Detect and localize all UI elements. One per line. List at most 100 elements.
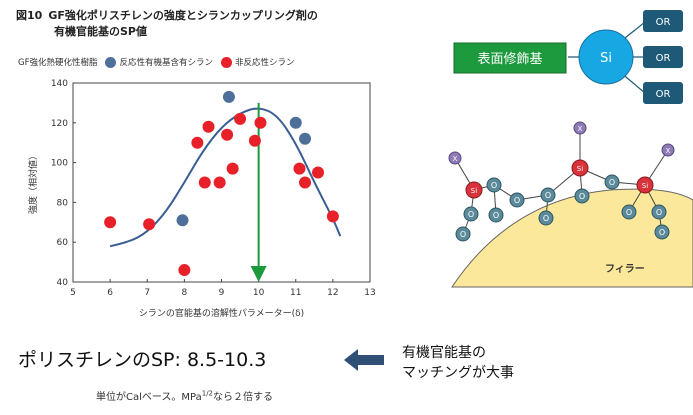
or-label-2: OR xyxy=(656,53,671,64)
o-atom-7 xyxy=(538,210,554,226)
matching-line2: マッチングが大事 xyxy=(402,365,514,381)
x-atom-label-2: X xyxy=(666,147,671,155)
o-atom-label-1: O xyxy=(514,196,520,205)
filler-surface xyxy=(451,188,693,288)
x-tick-label-4: 9 xyxy=(219,288,225,298)
x-atom-1 xyxy=(573,121,587,135)
or-box-2 xyxy=(643,46,683,68)
data-point-s0-2 xyxy=(289,116,302,129)
o-atom-label-0: O xyxy=(491,181,497,190)
y-tick-label-2: 80 xyxy=(57,198,69,208)
x-tick-label-8: 13 xyxy=(364,288,375,298)
si-atom-label-1: Si xyxy=(577,165,583,173)
si-atom-1 xyxy=(571,159,589,177)
si-label: Si xyxy=(600,51,612,66)
data-point-s1-14 xyxy=(312,166,325,179)
o-atom-3 xyxy=(604,174,620,190)
o-atom-2 xyxy=(540,187,556,203)
data-point-s1-4 xyxy=(198,176,211,189)
data-point-s1-15 xyxy=(326,210,339,223)
data-point-s0-1 xyxy=(222,90,235,103)
o-atom-1 xyxy=(509,192,525,208)
o-atom-label-7: O xyxy=(543,214,549,223)
o-atom-8 xyxy=(574,188,590,204)
data-point-s0-0 xyxy=(176,214,189,227)
x-tick-label-3: 8 xyxy=(182,288,188,298)
o-atom-label-10: O xyxy=(656,208,662,217)
x-atom-label-1: X xyxy=(578,125,583,133)
unit-note: 単位がCalベース。MPa1/2なら２倍する xyxy=(96,389,273,403)
figure-title-line1: GF強化ポリスチレンの強度とシランカップリング剤の xyxy=(48,9,318,22)
figure-number: 図10 xyxy=(16,9,43,22)
data-point-s1-7 xyxy=(221,128,234,141)
o-atom-6 xyxy=(488,207,504,223)
data-point-s1-1 xyxy=(143,218,156,231)
o-atom-label-3: O xyxy=(609,178,615,187)
si-atom-2 xyxy=(636,176,654,194)
filler-label: フィラー xyxy=(605,263,645,275)
surface-group-label: 表面修飾基 xyxy=(477,52,542,67)
x-tick-label-5: 10 xyxy=(253,288,265,298)
figure-title: 図10 GF強化ポリスチレンの強度とシランカップリング剤の 有機官能基のSP値 xyxy=(16,8,318,40)
si-atom-label-2: Si xyxy=(642,182,648,190)
data-point-s1-5 xyxy=(202,120,215,133)
or-box-3 xyxy=(643,82,683,104)
o-atom-10 xyxy=(651,204,667,220)
x-axis-label: シランの官能基の溶解性パラメーター(δ) xyxy=(139,307,304,319)
legend-nonreactive: 非反応性シラン xyxy=(221,56,295,68)
x-tick-label-0: 5 xyxy=(70,288,76,298)
legend-reactive-marker xyxy=(105,56,117,68)
y-tick-label-1: 60 xyxy=(57,238,69,248)
x-tick-label-7: 12 xyxy=(327,288,338,298)
o-atom-4 xyxy=(463,206,479,222)
o-atom-label-5: O xyxy=(460,230,466,239)
y-tick-label-0: 40 xyxy=(57,278,69,288)
x-tick-label-1: 6 xyxy=(107,288,113,298)
y-tick-label-5: 140 xyxy=(51,79,68,89)
trend-curve xyxy=(109,107,342,248)
o-atom-label-2: O xyxy=(545,191,551,200)
matching-line1: 有機官能基の xyxy=(402,345,486,361)
o-atom-9 xyxy=(621,204,637,220)
data-point-s1-6 xyxy=(213,176,226,189)
o-atom-5 xyxy=(455,226,471,242)
o-atom-label-9: O xyxy=(626,208,632,217)
or-label-3: OR xyxy=(656,89,671,100)
o-atom-label-6: O xyxy=(493,211,499,220)
data-point-s1-2 xyxy=(178,264,191,277)
matching-note: 有機官能基の マッチングが大事 xyxy=(402,343,514,383)
sp-range-text: ポリスチレンのSP: 8.5-10.3 xyxy=(18,349,267,371)
y-tick-label-3: 100 xyxy=(51,159,68,169)
or-box-1 xyxy=(643,10,683,32)
o-atom-label-4: O xyxy=(468,210,474,219)
figure-title-line2: 有機官能基のSP値 xyxy=(54,25,147,38)
data-point-s0-3 xyxy=(299,132,312,145)
o-atom-label-8: O xyxy=(579,192,585,201)
surface-group-box xyxy=(453,42,567,74)
legend-reactive: 反応性有機基含有シラン xyxy=(105,56,213,68)
data-point-s1-11 xyxy=(254,116,267,129)
data-point-s1-12 xyxy=(293,162,306,175)
chart-legend: GF強化熱硬化性樹脂 反応性有機基含有シラン 非反応性シラン xyxy=(18,56,303,68)
y-tick-label-4: 120 xyxy=(51,119,68,129)
data-point-s1-9 xyxy=(234,112,247,125)
data-point-s1-8 xyxy=(226,162,239,175)
o-atom-label-11: O xyxy=(659,228,665,237)
x-tick-label-2: 7 xyxy=(144,288,150,298)
silane-molecules: O O O O O O O O O O O O Si Si Si X X X xyxy=(448,121,675,242)
data-point-s1-10 xyxy=(248,134,261,147)
si-circle xyxy=(578,29,634,85)
data-point-s1-13 xyxy=(299,176,312,189)
o-atom-11 xyxy=(654,224,670,240)
data-point-s1-0 xyxy=(104,216,117,229)
x-atom-0 xyxy=(448,151,462,165)
y-axis-label: 強度（相対値） xyxy=(27,151,39,214)
x-atom-2 xyxy=(661,143,675,157)
si-atom-0 xyxy=(465,181,483,199)
o-atom-0 xyxy=(486,177,502,193)
x-tick-label-6: 11 xyxy=(290,288,301,298)
or-label-1: OR xyxy=(656,17,671,28)
legend-resin: GF強化熱硬化性樹脂 xyxy=(18,58,98,68)
